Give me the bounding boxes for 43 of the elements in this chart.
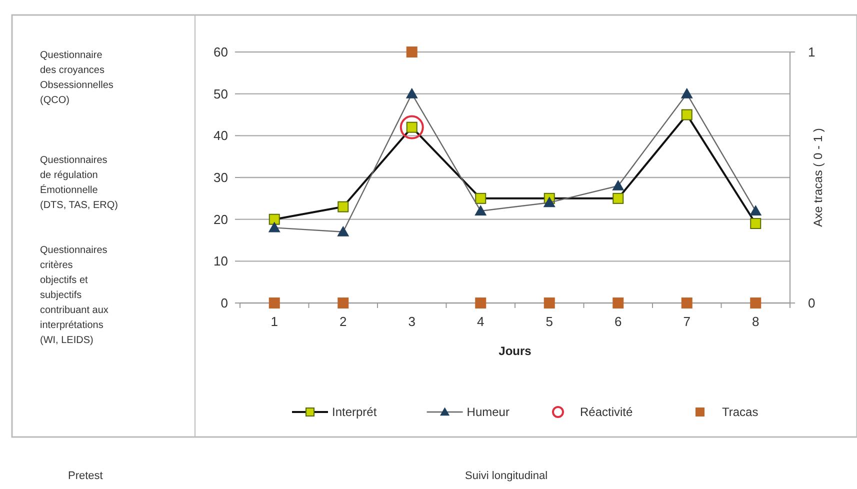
point (268, 222, 280, 232)
y-tick-label: 20 (214, 212, 228, 227)
text: Suivi longitudinal (465, 470, 548, 482)
legend-label: Interprét (332, 405, 378, 420)
point (750, 204, 762, 216)
x-tick-label: 7 (683, 314, 690, 329)
y-tick-label: 40 (214, 128, 228, 144)
point (612, 180, 624, 190)
point (680, 88, 693, 98)
y-tick-label: 60 (214, 44, 228, 60)
text: Questionnaire des croyances Obsessionnelles (QCO) (40, 50, 114, 106)
y2-tick-label: 0 (808, 296, 816, 311)
x-tick-label: 3 (408, 314, 416, 329)
y-tick-label: 10 (214, 254, 228, 269)
point (543, 196, 556, 208)
y-tick-label: 50 (214, 86, 228, 102)
x-tick-label: 1 (270, 314, 278, 329)
point (474, 204, 487, 216)
legend-label: Humeur (466, 405, 510, 420)
point (612, 192, 624, 204)
point (475, 192, 486, 204)
y-tick-label: 0 (220, 296, 228, 311)
legend-label: Tracas (722, 405, 758, 420)
x-tick-label: 5 (546, 314, 553, 329)
point (750, 218, 762, 230)
y2-axis-title: Axe tracas ( 0 - 1 ) (811, 128, 825, 227)
point (338, 201, 349, 212)
y2-tick-label: 1 (808, 44, 816, 60)
x-tick-label: 4 (477, 314, 484, 329)
x-axis-title: Jours (498, 344, 532, 358)
y-tick-label: 30 (214, 170, 228, 186)
point (681, 109, 692, 120)
text: Questionnaires de régulation Émotionnelle (DTS, TAS, ERQ) (40, 155, 118, 211)
point (400, 115, 424, 140)
text: Pretest (68, 470, 103, 482)
legend-label: Réactivité (580, 405, 634, 420)
point (406, 88, 418, 98)
x-tick-label: 8 (752, 314, 760, 329)
point (268, 214, 280, 225)
x-tick-label: 6 (614, 314, 622, 329)
x-tick-label: 2 (340, 314, 347, 329)
point (337, 226, 350, 236)
text: Questionnaires critères objectifs et subjectifs contribuant aux interprétations (WI, LEIDS) (40, 245, 108, 346)
